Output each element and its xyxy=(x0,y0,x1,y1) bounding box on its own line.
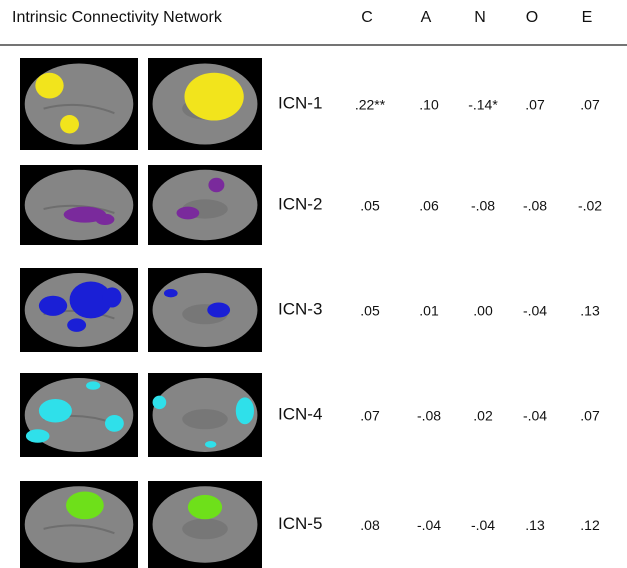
activation-blob xyxy=(236,397,254,424)
cell-value: -.08 xyxy=(417,408,441,424)
header-cell: E xyxy=(582,9,593,26)
row-label: ICN-1 xyxy=(278,93,322,112)
cell-value: -.08 xyxy=(471,198,495,214)
activation-blob xyxy=(86,381,100,389)
cell-value: .07 xyxy=(580,408,600,424)
cell-value: .01 xyxy=(419,303,439,319)
cell-value: .13 xyxy=(580,303,600,319)
cell-value: .02 xyxy=(473,408,493,424)
activation-blob xyxy=(164,289,178,297)
activation-blob xyxy=(177,207,200,220)
header-cell: C xyxy=(361,9,373,26)
header-cell: N xyxy=(474,9,486,26)
activation-blob xyxy=(184,73,243,121)
brain-lateral-view xyxy=(20,58,138,150)
cell-value: .10 xyxy=(419,97,439,113)
cell-value: -.08 xyxy=(523,198,547,214)
figure-table: Intrinsic Connectivity Network C A N O E ICN-1… xyxy=(0,0,627,568)
corpus xyxy=(182,409,228,429)
activation-blob xyxy=(207,302,230,317)
brain-lateral-view xyxy=(20,165,138,245)
cell-value: .00 xyxy=(473,303,493,319)
activation-blob xyxy=(26,429,50,442)
brain-medial-view xyxy=(148,268,262,352)
brain-lateral-view xyxy=(20,373,138,457)
cell-value: -.04 xyxy=(417,517,441,533)
activation-blob xyxy=(35,73,63,99)
cell-value: .22** xyxy=(355,97,386,113)
cell-value: -.04 xyxy=(523,303,547,319)
cell-value: .07 xyxy=(525,97,545,113)
brain-medial-view xyxy=(148,165,262,245)
cell-value: -.04 xyxy=(471,517,495,533)
cell-value: -.14* xyxy=(468,97,498,113)
brain-medial-view xyxy=(148,58,262,150)
activation-blob xyxy=(105,415,124,432)
activation-blob xyxy=(67,318,86,331)
cell-value: -.02 xyxy=(578,198,602,214)
header-cell: A xyxy=(421,9,432,26)
cell-value: .05 xyxy=(360,198,380,214)
activation-blob xyxy=(66,491,104,519)
cell-value: .06 xyxy=(419,198,439,214)
activation-blob xyxy=(208,178,224,192)
cell-value: .07 xyxy=(360,408,380,424)
brain-lateral-view xyxy=(20,481,138,568)
header-title: Intrinsic Connectivity Network xyxy=(12,9,223,26)
activation-blob xyxy=(96,214,115,225)
activation-blob xyxy=(39,296,67,316)
cell-value: .07 xyxy=(580,97,600,113)
brain-lateral-view xyxy=(20,268,138,352)
brain-medial-view xyxy=(148,481,262,568)
cell-value: .13 xyxy=(525,517,545,533)
header-cell: O xyxy=(526,9,538,26)
row-label: ICN-2 xyxy=(278,194,322,213)
row-label: ICN-4 xyxy=(278,404,322,423)
cell-value: -.04 xyxy=(523,408,547,424)
cell-value: .08 xyxy=(360,517,380,533)
brain-medial-view xyxy=(148,373,262,457)
row-label: ICN-5 xyxy=(278,514,322,533)
row-label: ICN-3 xyxy=(278,299,322,318)
activation-blob xyxy=(205,441,216,448)
activation-blob xyxy=(153,396,167,409)
cell-value: .12 xyxy=(580,517,600,533)
corpus xyxy=(182,518,228,539)
activation-blob xyxy=(60,115,79,133)
cell-value: .05 xyxy=(360,303,380,319)
activation-blob xyxy=(39,399,72,423)
activation-blob xyxy=(188,495,222,519)
activation-blob xyxy=(103,287,122,307)
